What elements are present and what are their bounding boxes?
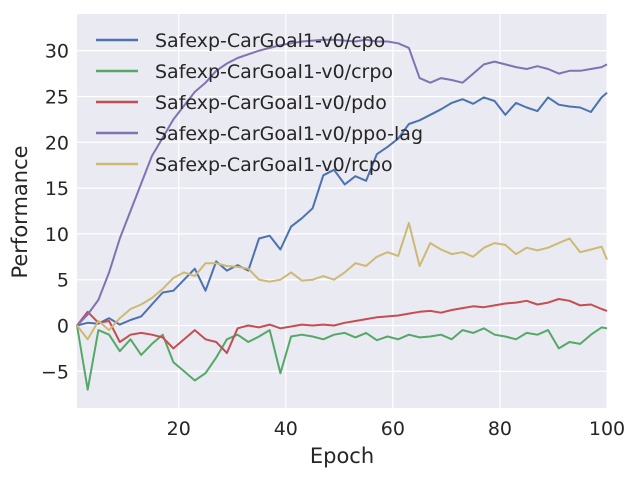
y-tick-label: 25 (45, 86, 69, 108)
x-tick-label: 20 (167, 418, 191, 440)
series-line-3 (76, 38, 608, 327)
y-tick-label: 0 (57, 316, 69, 338)
y-tick-label: 15 (45, 178, 69, 200)
y-tick-label: −5 (41, 361, 69, 383)
y-tick-label: 5 (57, 270, 69, 292)
legend-label-0: Safexp-CarGoal1-v0/cpo (155, 30, 385, 52)
y-tick-label: 10 (45, 224, 69, 246)
legend-label-4: Safexp-CarGoal1-v0/rcpo (155, 154, 393, 176)
x-tick-label: 80 (488, 418, 512, 440)
series-line-4 (76, 221, 608, 341)
series-line-1 (76, 325, 608, 391)
series-line-2 (76, 298, 608, 354)
legend-label-1: Safexp-CarGoal1-v0/crpo (155, 61, 393, 83)
legend-label-3: Safexp-CarGoal1-v0/ppo-lag (155, 123, 423, 145)
legend-label-2: Safexp-CarGoal1-v0/pdo (155, 92, 387, 114)
x-tick-label: 40 (274, 418, 298, 440)
y-tick-label: 30 (45, 41, 69, 63)
y-axis-label: Performance (8, 145, 32, 278)
y-tick-label: 20 (45, 132, 69, 154)
x-tick-label: 60 (381, 418, 405, 440)
series-line-0 (76, 92, 608, 327)
x-tick-label: 100 (589, 418, 625, 440)
axis-ticks: 20 40 60 80 100 −5 0 5 10 15 20 25 30 (41, 41, 625, 440)
legend: Safexp-CarGoal1-v0/cpo Safexp-CarGoal1-v0… (96, 30, 423, 176)
grid-lines (77, 14, 608, 408)
series-lines (76, 38, 608, 391)
x-axis-label: Epoch (310, 444, 374, 468)
